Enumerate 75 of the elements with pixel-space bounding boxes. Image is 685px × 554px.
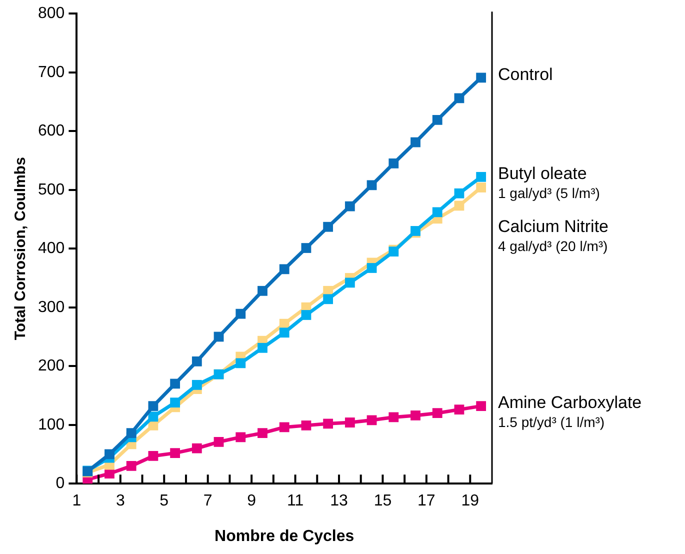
y-tick-label: 500 (38, 181, 65, 198)
point (214, 332, 224, 342)
point (432, 114, 442, 125)
point (476, 401, 486, 411)
x-tick-label: 1 (72, 492, 82, 510)
point (388, 412, 399, 422)
point (454, 188, 464, 198)
point (454, 200, 464, 211)
point (301, 310, 312, 320)
point (192, 443, 202, 454)
point (258, 428, 268, 438)
point (170, 378, 180, 389)
x-tick-label: 9 (247, 492, 256, 510)
point (214, 436, 224, 447)
y-tick-label: 0 (56, 475, 65, 492)
point (476, 182, 486, 192)
point (476, 172, 486, 182)
y-tick-label: 400 (38, 240, 65, 258)
point (148, 401, 158, 411)
point (258, 286, 268, 296)
point (258, 342, 268, 353)
x-tick-label: 5 (160, 492, 169, 510)
y-tick-label: 800 (38, 5, 65, 22)
point (323, 222, 334, 232)
point (454, 404, 464, 415)
point (301, 243, 312, 253)
point (192, 356, 202, 366)
point (323, 294, 334, 304)
x-tick-label: 15 (374, 492, 392, 510)
point (148, 412, 158, 422)
y-tick-label: 200 (38, 358, 65, 375)
x-axis-title: Nombre de Cycles (214, 528, 354, 545)
point (366, 180, 377, 190)
x-tick-label: 7 (203, 492, 212, 510)
point (236, 358, 246, 368)
point (323, 418, 334, 429)
point (126, 428, 136, 438)
point (279, 422, 290, 432)
point (236, 308, 246, 319)
x-tick-label: 13 (330, 492, 348, 510)
series-label: Amine Carboxylate 1.5 pt/yd³ (1 l/m³) (498, 393, 642, 430)
point (476, 72, 486, 83)
point (410, 137, 420, 148)
point (432, 207, 442, 218)
series-label: Control (498, 64, 553, 84)
point (192, 380, 202, 390)
x-tick-label: 17 (418, 492, 436, 510)
point (432, 408, 442, 418)
series-label: Calcium Nitrite 4 gal/yd³ (20 l/m³) (498, 217, 609, 254)
point (388, 158, 399, 168)
point (344, 278, 355, 288)
point (126, 461, 136, 471)
y-tick-label: 600 (38, 122, 65, 140)
point (170, 398, 180, 408)
x-tick-label: 11 (286, 492, 304, 510)
point (279, 264, 290, 274)
point (366, 415, 377, 426)
point (454, 93, 464, 104)
y-tick-label: 700 (38, 64, 65, 81)
y-axis-title: Total Corrosion, Coulmbs (12, 157, 30, 340)
x-tick-label: 3 (116, 492, 125, 510)
point (148, 451, 158, 461)
point (366, 263, 377, 273)
point (344, 418, 355, 428)
point (236, 432, 246, 442)
point (279, 328, 290, 338)
point (344, 201, 355, 212)
point (170, 448, 180, 458)
x-tick-label: 19 (461, 492, 480, 510)
point (301, 420, 312, 430)
y-tick-label: 300 (38, 298, 65, 316)
point (410, 410, 420, 420)
series-label: Butyl oleate 1 gal/yd³ (5 l/m³) (498, 164, 600, 201)
y-tick-label: 100 (38, 416, 65, 434)
point (104, 449, 114, 460)
